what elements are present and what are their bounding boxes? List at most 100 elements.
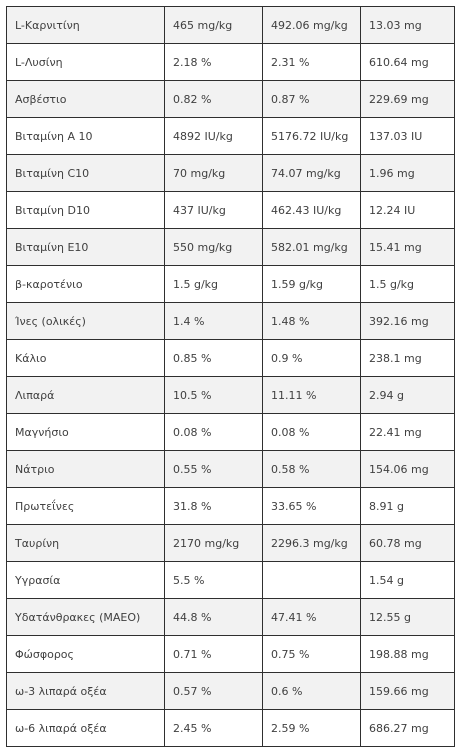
table-row: Φώσφορος 0.71 % 0.75 % 198.88 mg: [6, 635, 455, 673]
nutrient-name-cell: ω-6 λιπαρά οξέα: [6, 709, 165, 747]
nutrient-name-cell: Κάλιο: [6, 339, 165, 377]
per-kg-cell: 70 mg/kg: [164, 154, 263, 192]
nutrient-name-cell: Φώσφορος: [6, 635, 165, 673]
table-row: Υγρασία 5.5 % 1.54 g: [6, 561, 455, 599]
dry-matter-cell: 1.48 %: [262, 302, 361, 340]
nutrient-name-cell: Υδατάνθρακες (ΜΑΕΟ): [6, 598, 165, 636]
per-kg-cell: 4892 IU/kg: [164, 117, 263, 155]
table-row: Υδατάνθρακες (ΜΑΕΟ) 44.8 % 47.41 % 12.55…: [6, 598, 455, 636]
per-kg-cell: 0.85 %: [164, 339, 263, 377]
table-row: Ασβέστιο 0.82 % 0.87 % 229.69 mg: [6, 80, 455, 118]
per-portion-cell: 13.03 mg: [360, 6, 455, 44]
per-portion-cell: 159.66 mg: [360, 672, 455, 710]
table-row: ω-3 λιπαρά οξέα 0.57 % 0.6 % 159.66 mg: [6, 672, 455, 710]
per-portion-cell: 12.55 g: [360, 598, 455, 636]
per-portion-cell: 60.78 mg: [360, 524, 455, 562]
per-kg-cell: 465 mg/kg: [164, 6, 263, 44]
per-kg-cell: 550 mg/kg: [164, 228, 263, 266]
nutrient-name-cell: ω-3 λιπαρά οξέα: [6, 672, 165, 710]
nutrient-name-cell: Υγρασία: [6, 561, 165, 599]
per-portion-cell: 238.1 mg: [360, 339, 455, 377]
dry-matter-cell: 11.11 %: [262, 376, 361, 414]
nutrient-name-cell: L-Λυσίνη: [6, 43, 165, 81]
nutrient-name-cell: Λιπαρά: [6, 376, 165, 414]
nutrient-name-cell: β-καροτένιο: [6, 265, 165, 303]
table-row: Νάτριο 0.55 % 0.58 % 154.06 mg: [6, 450, 455, 488]
per-portion-cell: 1.54 g: [360, 561, 455, 599]
dry-matter-cell: 0.08 %: [262, 413, 361, 451]
per-kg-cell: 10.5 %: [164, 376, 263, 414]
per-kg-cell: 0.82 %: [164, 80, 263, 118]
table-row: Πρωτεΐνες 31.8 % 33.65 % 8.91 g: [6, 487, 455, 525]
per-portion-cell: 610.64 mg: [360, 43, 455, 81]
table-row: Ταυρίνη 2170 mg/kg 2296.3 mg/kg 60.78 mg: [6, 524, 455, 562]
per-portion-cell: 15.41 mg: [360, 228, 455, 266]
dry-matter-cell: 582.01 mg/kg: [262, 228, 361, 266]
per-portion-cell: 154.06 mg: [360, 450, 455, 488]
nutrition-table-container: L-Καρνιτίνη 465 mg/kg 492.06 mg/kg 13.03…: [6, 6, 455, 747]
table-row: Βιταμίνη D10 437 IU/kg 462.43 IU/kg 12.2…: [6, 191, 455, 229]
table-row: Βιταμίνη Α 10 4892 IU/kg 5176.72 IU/kg 1…: [6, 117, 455, 155]
table-row: Βιταμίνη C10 70 mg/kg 74.07 mg/kg 1.96 m…: [6, 154, 455, 192]
nutrient-name-cell: Νάτριο: [6, 450, 165, 488]
per-kg-cell: 5.5 %: [164, 561, 263, 599]
per-kg-cell: 437 IU/kg: [164, 191, 263, 229]
nutrition-table-body: L-Καρνιτίνη 465 mg/kg 492.06 mg/kg 13.03…: [6, 6, 455, 747]
per-kg-cell: 2.45 %: [164, 709, 263, 747]
dry-matter-cell: [262, 561, 361, 599]
per-portion-cell: 12.24 IU: [360, 191, 455, 229]
per-kg-cell: 0.55 %: [164, 450, 263, 488]
nutrient-name-cell: Ασβέστιο: [6, 80, 165, 118]
nutrient-name-cell: Πρωτεΐνες: [6, 487, 165, 525]
dry-matter-cell: 0.6 %: [262, 672, 361, 710]
per-portion-cell: 137.03 IU: [360, 117, 455, 155]
per-kg-cell: 2.18 %: [164, 43, 263, 81]
table-row: β-καροτένιο 1.5 g/kg 1.59 g/kg 1.5 g/kg: [6, 265, 455, 303]
nutrient-name-cell: L-Καρνιτίνη: [6, 6, 165, 44]
dry-matter-cell: 74.07 mg/kg: [262, 154, 361, 192]
per-portion-cell: 1.96 mg: [360, 154, 455, 192]
dry-matter-cell: 2296.3 mg/kg: [262, 524, 361, 562]
table-row: L-Καρνιτίνη 465 mg/kg 492.06 mg/kg 13.03…: [6, 6, 455, 44]
dry-matter-cell: 0.75 %: [262, 635, 361, 673]
per-kg-cell: 0.57 %: [164, 672, 263, 710]
per-kg-cell: 44.8 %: [164, 598, 263, 636]
dry-matter-cell: 33.65 %: [262, 487, 361, 525]
dry-matter-cell: 0.9 %: [262, 339, 361, 377]
per-portion-cell: 22.41 mg: [360, 413, 455, 451]
table-row: Κάλιο 0.85 % 0.9 % 238.1 mg: [6, 339, 455, 377]
per-kg-cell: 0.71 %: [164, 635, 263, 673]
per-kg-cell: 31.8 %: [164, 487, 263, 525]
nutrient-name-cell: Βιταμίνη C10: [6, 154, 165, 192]
dry-matter-cell: 0.87 %: [262, 80, 361, 118]
dry-matter-cell: 5176.72 IU/kg: [262, 117, 361, 155]
per-portion-cell: 229.69 mg: [360, 80, 455, 118]
per-portion-cell: 198.88 mg: [360, 635, 455, 673]
nutrient-name-cell: Βιταμίνη Α 10: [6, 117, 165, 155]
dry-matter-cell: 47.41 %: [262, 598, 361, 636]
dry-matter-cell: 1.59 g/kg: [262, 265, 361, 303]
per-kg-cell: 2170 mg/kg: [164, 524, 263, 562]
dry-matter-cell: 0.58 %: [262, 450, 361, 488]
per-portion-cell: 392.16 mg: [360, 302, 455, 340]
per-portion-cell: 8.91 g: [360, 487, 455, 525]
nutrient-name-cell: Ίνες (ολικές): [6, 302, 165, 340]
per-kg-cell: 0.08 %: [164, 413, 263, 451]
table-row: L-Λυσίνη 2.18 % 2.31 % 610.64 mg: [6, 43, 455, 81]
per-kg-cell: 1.4 %: [164, 302, 263, 340]
per-kg-cell: 1.5 g/kg: [164, 265, 263, 303]
dry-matter-cell: 462.43 IU/kg: [262, 191, 361, 229]
dry-matter-cell: 2.59 %: [262, 709, 361, 747]
table-row: ω-6 λιπαρά οξέα 2.45 % 2.59 % 686.27 mg: [6, 709, 455, 747]
dry-matter-cell: 2.31 %: [262, 43, 361, 81]
table-row: Βιταμίνη E10 550 mg/kg 582.01 mg/kg 15.4…: [6, 228, 455, 266]
table-row: Ίνες (ολικές) 1.4 % 1.48 % 392.16 mg: [6, 302, 455, 340]
nutrient-name-cell: Βιταμίνη D10: [6, 191, 165, 229]
per-portion-cell: 2.94 g: [360, 376, 455, 414]
per-portion-cell: 1.5 g/kg: [360, 265, 455, 303]
table-row: Μαγνήσιο 0.08 % 0.08 % 22.41 mg: [6, 413, 455, 451]
table-row: Λιπαρά 10.5 % 11.11 % 2.94 g: [6, 376, 455, 414]
nutrition-table: L-Καρνιτίνη 465 mg/kg 492.06 mg/kg 13.03…: [6, 6, 455, 747]
nutrient-name-cell: Βιταμίνη E10: [6, 228, 165, 266]
nutrient-name-cell: Μαγνήσιο: [6, 413, 165, 451]
